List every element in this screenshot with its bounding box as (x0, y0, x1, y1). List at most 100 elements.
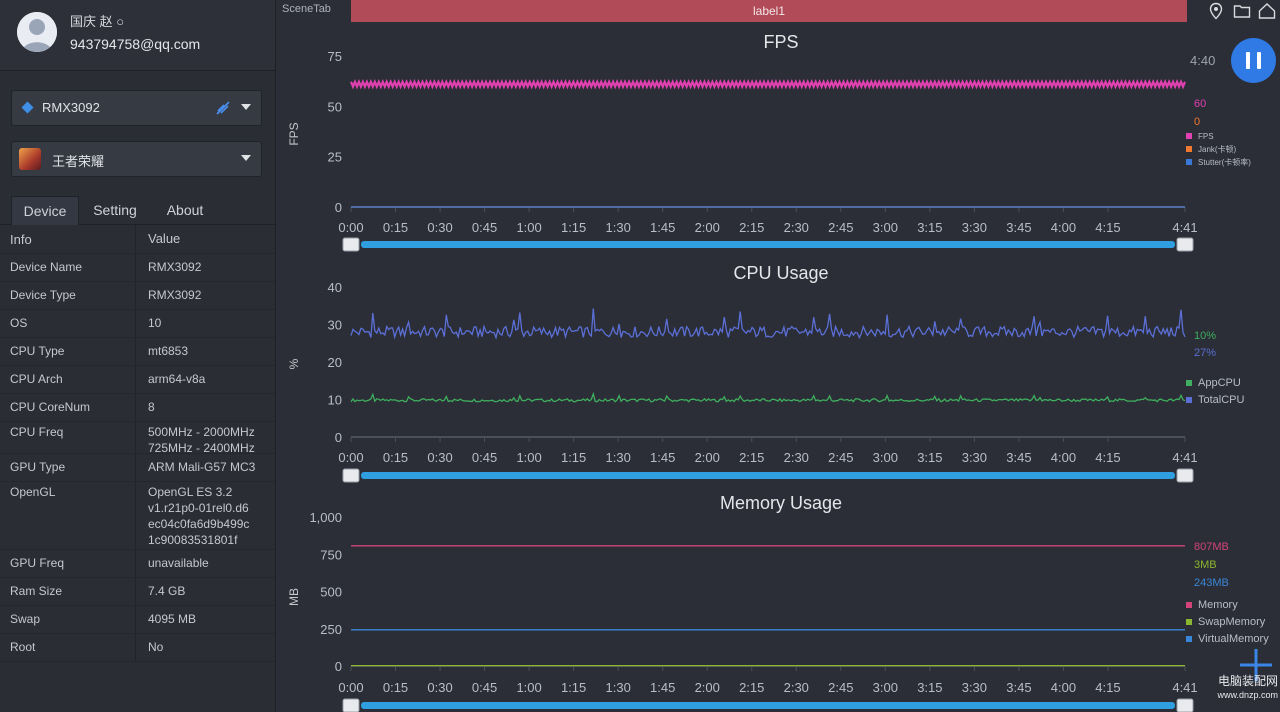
x-tick-label: 2:00 (695, 450, 720, 465)
game-thumbnail-icon (19, 148, 41, 170)
column-divider (135, 225, 136, 253)
folder-icon[interactable] (1233, 2, 1251, 20)
x-tick-label: 4:41 (1172, 450, 1197, 465)
scroll-handle-right[interactable] (1176, 237, 1194, 252)
y-tick-label: 75 (328, 49, 342, 64)
charts-area: FPS FPS 0 25 50 75 0:00 0:15 0:30 0:45 1:00 1:15 1:3… (287, 32, 1269, 712)
label-bar[interactable]: label1 (351, 0, 1187, 22)
x-tick-label: 2:30 (784, 680, 809, 695)
x-tick-label: 3:00 (873, 680, 898, 695)
info-key: OS (10, 316, 28, 330)
column-divider (135, 633, 136, 661)
watermark-line1: 电脑装配网 (1217, 674, 1278, 688)
x-tick-label: 1:15 (561, 680, 586, 695)
legend-swatch (1186, 146, 1192, 152)
y-tick-label: 500 (320, 585, 342, 600)
pause-button[interactable] (1231, 38, 1276, 83)
x-tick-label: 0:15 (383, 220, 408, 235)
scroll-handle-right[interactable] (1176, 468, 1194, 483)
column-divider (135, 309, 136, 337)
info-key: Swap (10, 612, 41, 626)
watermark: 电脑装配网 www.dnzp.com (1198, 674, 1278, 702)
location-pin-icon[interactable] (1207, 2, 1225, 20)
tab-setting[interactable]: Setting (93, 202, 137, 218)
x-tick-label: 3:45 (1006, 450, 1031, 465)
x-tick-label: 1:15 (561, 220, 586, 235)
main-panel: SceneTab label1 4:40 FPS FPS 0 25 50 75 0:00 0:… (276, 0, 1280, 712)
x-tick-label: 4:15 (1095, 450, 1120, 465)
x-tick-label: 4:41 (1172, 220, 1197, 235)
x-tick-label: 0:30 (427, 450, 452, 465)
game-select[interactable]: 王者荣耀 (11, 141, 262, 177)
info-value: RMX3092 (148, 288, 202, 302)
tab-device[interactable]: Device (11, 196, 79, 225)
series-current-value: 10% (1194, 330, 1216, 342)
x-tick-label: 0:30 (427, 680, 452, 695)
home-icon[interactable] (1258, 2, 1276, 20)
time-range-scrollbar (361, 472, 1175, 479)
user-name: 国庆 赵 ○ (70, 14, 125, 29)
pause-icon (1246, 52, 1250, 69)
x-tick-label: 3:15 (917, 450, 942, 465)
info-key: Device Name (10, 260, 83, 274)
x-tick-label: 3:45 (1006, 680, 1031, 695)
info-value: OpenGL ES 3.2 v1.r21p0-01rel0.d6 ec04c0f… (148, 485, 250, 547)
y-tick-label: 1,000 (309, 510, 342, 525)
table-row: OpenGL OpenGL ES 3.2 v1.r21p0-01rel0.d6 e… (0, 481, 275, 550)
x-tick-label: 1:30 (606, 220, 631, 235)
android-icon (21, 101, 34, 114)
avatar[interactable] (17, 12, 57, 52)
x-tick-label: 0:30 (427, 220, 452, 235)
y-tick-label: 50 (328, 99, 342, 114)
x-tick-label: 2:00 (695, 680, 720, 695)
elapsed-time: 4:40 (1190, 53, 1216, 68)
device-select[interactable]: RMX3092 (11, 90, 262, 126)
link-icon[interactable] (215, 100, 231, 116)
info-key: Ram Size (10, 584, 63, 598)
info-key: CPU CoreNum (10, 400, 91, 414)
y-tick-label: 250 (320, 622, 342, 637)
scroll-handle-left[interactable] (342, 468, 360, 483)
legend-entry: Jank(卡顿) (1198, 144, 1237, 154)
x-tick-label: 3:00 (873, 450, 898, 465)
chart-title: FPS (763, 32, 798, 52)
scroll-handle-left[interactable] (342, 237, 360, 252)
chart-title: CPU Usage (733, 263, 828, 283)
chevron-down-icon[interactable] (241, 155, 251, 161)
legend-swatch (1186, 397, 1192, 403)
x-tick-label: 0:00 (338, 680, 363, 695)
info-key: Info (10, 232, 32, 247)
column-divider (135, 605, 136, 633)
table-row: GPU Freq unavailable (0, 549, 275, 578)
x-tick-label: 0:45 (472, 680, 497, 695)
user-avatar-icon (17, 12, 57, 52)
legend-swatch (1186, 636, 1192, 642)
table-row: GPU Type ARM Mali-G57 MC3 (0, 453, 275, 482)
x-tick-label: 4:00 (1051, 680, 1076, 695)
legend-swatch (1186, 133, 1192, 139)
scroll-handle-right[interactable] (1176, 698, 1194, 712)
add-icon[interactable] (1236, 645, 1276, 685)
x-tick-label: 0:00 (338, 450, 363, 465)
legend-entry: Stutter(卡顿率) (1198, 157, 1251, 167)
legend-entry: SwapMemory (1198, 616, 1266, 628)
tab-about[interactable]: About (166, 202, 204, 218)
y-axis-label: MB (287, 588, 301, 606)
info-value: 8 (148, 400, 155, 414)
chevron-down-icon[interactable] (241, 104, 251, 110)
series-current-value: 807MB (1194, 541, 1229, 553)
x-tick-label: 2:30 (784, 450, 809, 465)
table-row: CPU CoreNum 8 (0, 393, 275, 422)
device-select-value: RMX3092 (42, 100, 100, 115)
x-tick-label: 0:00 (338, 220, 363, 235)
series-line-appcpu (350, 391, 1186, 403)
game-select-value: 王者荣耀 (52, 154, 105, 169)
info-value: 500MHz - 2000MHz 725MHz - 2400MHz (148, 425, 255, 455)
table-header: Info Value (0, 225, 275, 254)
x-tick-label: 1:00 (516, 220, 541, 235)
y-tick-label: 0 (335, 200, 342, 215)
series-current-value: 3MB (1194, 559, 1217, 571)
scene-tab[interactable]: SceneTab (282, 3, 331, 15)
x-tick-label: 0:15 (383, 680, 408, 695)
scroll-handle-left[interactable] (342, 698, 360, 712)
